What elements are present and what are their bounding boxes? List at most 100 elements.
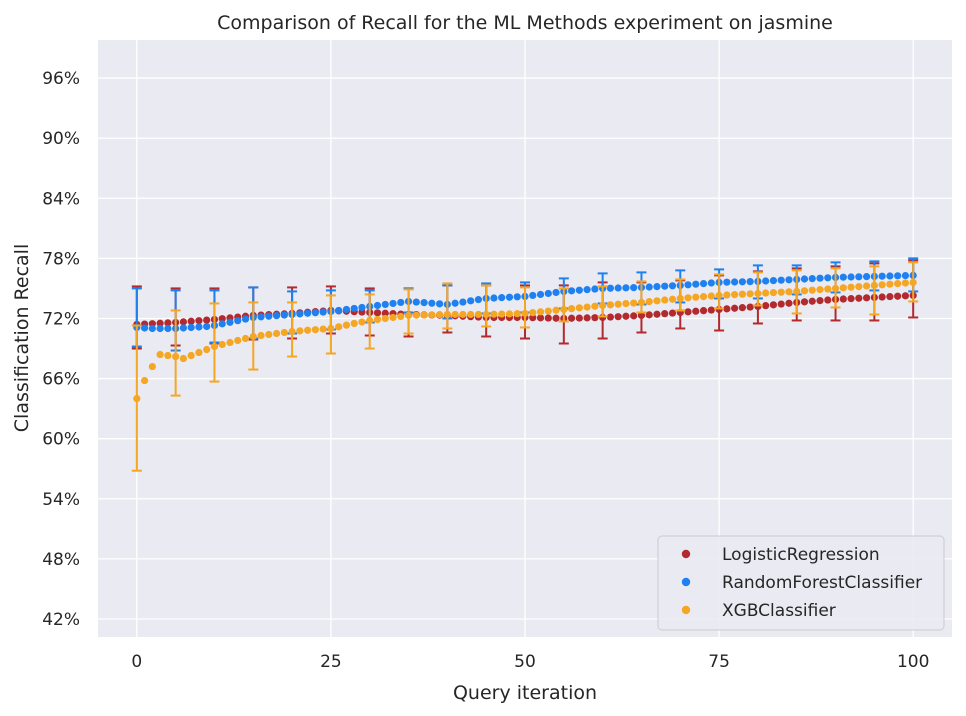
data-point [668,295,677,303]
data-point [731,304,739,312]
data-point [304,326,312,334]
data-point [575,304,583,312]
data-point [614,284,622,292]
data-point [886,272,894,280]
data-point [335,323,343,331]
data-point [909,278,917,287]
data-point [707,292,715,300]
legend-box [657,535,945,631]
data-point [443,310,451,319]
legend-label: RandomForestClassifier [722,573,922,593]
data-point [226,338,234,347]
data-point [606,301,615,309]
data-point [536,308,545,316]
data-point [567,314,576,322]
data-point [839,295,847,303]
data-point [529,314,537,322]
data-point [661,310,669,318]
data-point [280,328,288,337]
data-point [847,295,855,303]
data-point [187,317,195,325]
data-point [808,297,816,305]
x-tick-label: 25 [320,652,342,672]
data-point [241,315,250,323]
data-point [241,334,250,343]
y-axis-title: Classification Recall [11,244,33,432]
data-point [894,292,902,300]
data-point [630,299,638,307]
data-point [901,271,910,280]
data-point [358,318,366,326]
data-point [591,302,599,310]
data-point [653,310,661,318]
data-point [467,297,475,305]
data-point [754,289,762,298]
data-point [777,288,785,296]
data-point [800,298,809,306]
legend-marker [681,605,691,615]
data-point [335,306,343,315]
data-point [265,330,273,339]
y-tick-label: 66% [42,370,80,390]
data-point [467,310,475,319]
data-point [591,285,599,293]
data-point [699,280,708,288]
data-point [381,314,389,323]
data-point [436,300,444,308]
data-point [133,395,141,403]
data-point [800,287,809,295]
data-point [544,289,552,298]
data-point [389,313,397,322]
data-point [575,314,583,322]
data-point [358,303,366,312]
data-point [420,311,428,319]
data-point [870,281,878,290]
data-point [769,301,778,309]
data-point [645,283,653,291]
chart-title: Comparison of Recall for the ML Methods … [217,12,833,34]
data-point [591,314,599,322]
data-point [350,304,358,313]
data-point [164,324,172,333]
data-point [397,298,405,307]
data-point [140,324,149,332]
legend-marker [681,549,691,559]
data-point [723,305,731,313]
data-point [707,279,715,287]
data-point [451,310,459,319]
data-point [420,299,428,307]
data-point [459,310,467,319]
data-point [552,314,560,322]
data-point [738,304,746,312]
data-point [816,274,824,282]
legend-label: LogisticRegression [722,545,880,565]
y-tick-label: 42% [42,610,80,630]
data-point [342,305,351,314]
data-marks [131,257,919,472]
data-point [529,309,537,317]
data-point [226,318,234,326]
data-point [622,300,630,308]
data-point [288,327,296,336]
data-point [769,277,778,285]
data-point [901,292,910,300]
data-point [311,309,319,317]
data-point [179,354,187,363]
y-tick-label: 60% [42,430,80,450]
data-point [195,348,203,357]
data-point [505,310,514,318]
data-point [785,288,793,296]
data-point [699,293,708,301]
data-point [614,300,622,308]
data-point [863,282,871,290]
data-point [195,317,203,325]
data-point [622,284,630,292]
data-point [839,284,847,292]
data-point [203,322,211,331]
data-point [257,331,265,340]
data-point [156,319,164,327]
y-tick-label: 78% [42,249,80,269]
data-point [839,273,847,281]
data-point [855,283,863,291]
